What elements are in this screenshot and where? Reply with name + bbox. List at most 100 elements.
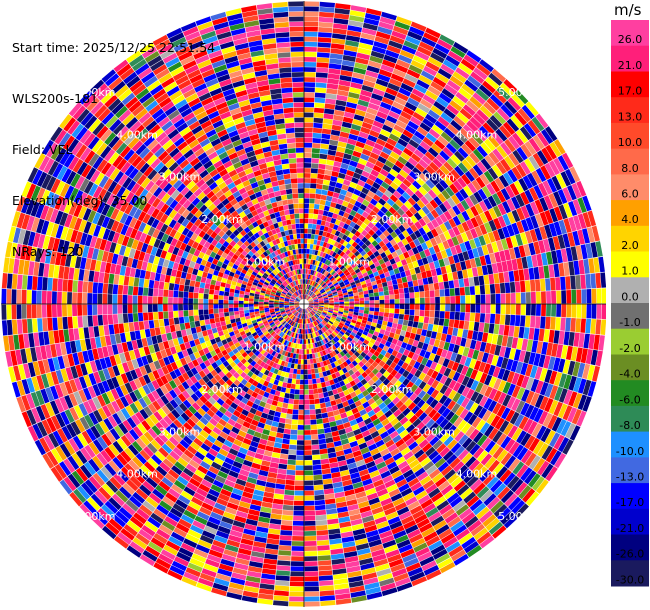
gate xyxy=(566,290,572,304)
gate xyxy=(412,321,419,328)
gate xyxy=(304,445,312,450)
gate xyxy=(532,152,544,168)
gate xyxy=(323,174,331,181)
gate xyxy=(433,317,440,325)
gate xyxy=(484,425,495,437)
gate xyxy=(331,314,337,319)
gate xyxy=(576,289,582,304)
gate xyxy=(327,293,333,297)
gate xyxy=(276,432,284,439)
gate xyxy=(331,430,340,437)
gate xyxy=(400,259,408,266)
gate xyxy=(356,271,363,277)
gate xyxy=(379,151,390,160)
gate xyxy=(416,328,423,335)
gate xyxy=(430,209,439,219)
gate xyxy=(342,247,349,253)
gate xyxy=(428,128,440,139)
gate xyxy=(533,185,544,199)
gate xyxy=(374,83,387,92)
gate xyxy=(467,249,475,260)
gate xyxy=(462,104,476,116)
gate xyxy=(512,444,524,458)
gate xyxy=(308,300,313,303)
gate xyxy=(373,350,380,357)
gate xyxy=(339,301,344,304)
gate xyxy=(435,415,445,426)
gate xyxy=(504,347,512,359)
gate xyxy=(354,230,361,238)
gate xyxy=(466,388,475,400)
gate xyxy=(389,308,395,314)
gate xyxy=(428,246,436,255)
gate xyxy=(536,132,549,147)
gate xyxy=(449,139,461,151)
gate xyxy=(388,40,403,50)
gate xyxy=(351,262,357,269)
gate xyxy=(405,125,417,135)
gate xyxy=(340,227,347,234)
gate xyxy=(315,283,320,289)
gate xyxy=(432,275,439,284)
gate xyxy=(378,258,385,265)
gate xyxy=(340,328,346,334)
gate xyxy=(488,443,500,456)
gate xyxy=(308,304,314,306)
gate xyxy=(469,358,477,369)
gate xyxy=(412,279,419,287)
gate xyxy=(511,385,521,398)
gate xyxy=(483,170,494,183)
gate xyxy=(467,414,478,426)
gate xyxy=(349,15,365,23)
gate xyxy=(299,344,302,349)
gate xyxy=(291,419,298,425)
gate xyxy=(409,298,415,304)
gate xyxy=(498,324,505,336)
gate xyxy=(336,243,343,249)
gate xyxy=(304,530,317,536)
gate xyxy=(326,249,332,255)
gate xyxy=(385,326,392,332)
gate xyxy=(357,136,367,144)
gate xyxy=(419,41,434,52)
gate xyxy=(272,498,284,505)
gate xyxy=(484,456,496,469)
gate xyxy=(580,244,588,260)
gate xyxy=(493,324,500,335)
gate xyxy=(471,267,479,277)
gate xyxy=(425,61,440,72)
gate xyxy=(386,218,394,227)
gate xyxy=(379,299,385,304)
gate xyxy=(419,122,431,133)
gate xyxy=(393,289,399,295)
gate xyxy=(293,368,298,374)
gate xyxy=(294,394,300,400)
gate xyxy=(394,345,401,352)
gate xyxy=(431,370,439,380)
gate xyxy=(335,318,341,323)
gate xyxy=(461,83,475,96)
gate xyxy=(377,173,386,181)
gate xyxy=(543,265,550,279)
gate xyxy=(490,479,503,493)
gate xyxy=(539,382,549,396)
gate xyxy=(312,308,318,312)
gate xyxy=(598,256,605,273)
gate xyxy=(316,383,322,389)
gate xyxy=(479,125,491,138)
gate xyxy=(276,401,283,408)
gate xyxy=(426,386,435,396)
gate xyxy=(411,274,418,281)
gate xyxy=(533,353,541,367)
gate xyxy=(325,315,331,319)
gate xyxy=(557,234,566,249)
gate xyxy=(563,374,572,390)
gate xyxy=(324,221,331,228)
gate xyxy=(320,289,325,293)
gate xyxy=(323,483,334,490)
gate xyxy=(502,121,516,136)
gate xyxy=(411,405,420,415)
gate xyxy=(540,427,552,443)
gate xyxy=(329,222,335,229)
gate xyxy=(453,344,460,354)
